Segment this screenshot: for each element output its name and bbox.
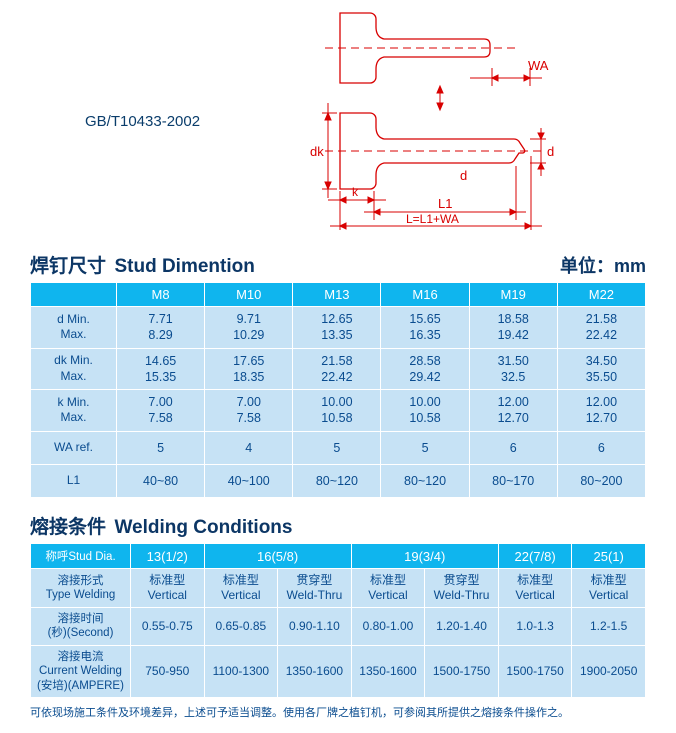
t2-cell: 贯穿型Weld-Thru bbox=[278, 569, 352, 608]
t2-cell: 1100-1300 bbox=[204, 645, 278, 697]
label-d-right: d bbox=[547, 144, 554, 159]
t2-cell: 标准型Vertical bbox=[204, 569, 278, 608]
t1-cell: 40~100 bbox=[205, 464, 293, 497]
t1-cell: 80~120 bbox=[293, 464, 381, 497]
t1-header-cell: M19 bbox=[469, 283, 557, 307]
t2-cell: 标准型Vertical bbox=[572, 569, 646, 608]
t1-cell: 12.0012.70 bbox=[557, 390, 645, 432]
t1-cell: 7.007.58 bbox=[117, 390, 205, 432]
label-dk: dk bbox=[310, 144, 324, 159]
t1-cell: 31.5032.5 bbox=[469, 348, 557, 390]
label-k: k bbox=[352, 185, 359, 199]
t1-header-cell: M10 bbox=[205, 283, 293, 307]
t1-cell: 28.5829.42 bbox=[381, 348, 469, 390]
t2-cell: 1.0-1.3 bbox=[498, 608, 572, 646]
t1-cell: 9.7110.29 bbox=[205, 307, 293, 349]
t1-cell: 15.6516.35 bbox=[381, 307, 469, 349]
t1-header-cell: M8 bbox=[117, 283, 205, 307]
welding-conditions-table: 称呼Stud Dia.13(1/2)16(5/8)19(3/4)22(7/8)2… bbox=[30, 543, 646, 698]
label-l1: L1 bbox=[438, 196, 452, 211]
t1-header-cell bbox=[31, 283, 117, 307]
t1-cell: 7.718.29 bbox=[117, 307, 205, 349]
t1-row-label: d Min.Max. bbox=[31, 307, 117, 349]
t2-header-label: 称呼Stud Dia. bbox=[31, 544, 131, 569]
t2-row-label: 溶接电流Current Welding(安培)(AMPERE) bbox=[31, 645, 131, 697]
t2-cell: 标准型Vertical bbox=[498, 569, 572, 608]
t1-cell: 80~200 bbox=[557, 464, 645, 497]
t1-cell: 6 bbox=[557, 431, 645, 464]
t1-cell: 17.6518.35 bbox=[205, 348, 293, 390]
t2-cell: 1900-2050 bbox=[572, 645, 646, 697]
t1-row-label: dk Min.Max. bbox=[31, 348, 117, 390]
t2-cell: 0.55-0.75 bbox=[131, 608, 205, 646]
t1-cell: 12.0012.70 bbox=[469, 390, 557, 432]
t2-cell: 1500-1750 bbox=[498, 645, 572, 697]
t2-cell: 贯穿型Weld-Thru bbox=[425, 569, 499, 608]
t1-row-label: L1 bbox=[31, 464, 117, 497]
stud-dimension-table: M8M10M13M16M19M22 d Min.Max.7.718.299.711… bbox=[30, 282, 646, 498]
label-wa: WA bbox=[528, 58, 549, 73]
t2-row-label: 溶接形式Type Welding bbox=[31, 569, 131, 608]
t1-cell: 80~120 bbox=[381, 464, 469, 497]
t2-cell: 标准型Vertical bbox=[131, 569, 205, 608]
t2-row-label: 溶接时间(秒)(Second) bbox=[31, 608, 131, 646]
t1-cell: 12.6513.35 bbox=[293, 307, 381, 349]
t1-cell: 21.5822.42 bbox=[557, 307, 645, 349]
t2-cell: 750-950 bbox=[131, 645, 205, 697]
t2-header-cell: 13(1/2) bbox=[131, 544, 205, 569]
t2-cell: 0.90-1.10 bbox=[278, 608, 352, 646]
label-d: d bbox=[460, 168, 467, 183]
t1-cell: 80~170 bbox=[469, 464, 557, 497]
t1-cell: 4 bbox=[205, 431, 293, 464]
t1-header-cell: M13 bbox=[293, 283, 381, 307]
t2-header-cell: 25(1) bbox=[572, 544, 646, 569]
t2-header-cell: 19(3/4) bbox=[351, 544, 498, 569]
spec-code: GB/T10433-2002 bbox=[30, 8, 310, 233]
t1-header-cell: M16 bbox=[381, 283, 469, 307]
s1-unit: 单位：mm bbox=[560, 252, 646, 278]
t1-cell: 10.0010.58 bbox=[293, 390, 381, 432]
footnote: 可依现场施工条件及环境差异，上述可予适当调整。使用各厂牌之植钉机，可参阅其所提供… bbox=[30, 706, 646, 721]
t2-cell: 1500-1750 bbox=[425, 645, 499, 697]
t1-cell: 34.5035.50 bbox=[557, 348, 645, 390]
t2-cell: 标准型Vertical bbox=[351, 569, 425, 608]
t1-header-cell: M22 bbox=[557, 283, 645, 307]
t1-cell: 6 bbox=[469, 431, 557, 464]
section1-title: 焊钉尺寸 Stud Dimention 单位：mm bbox=[30, 251, 646, 278]
t1-cell: 10.0010.58 bbox=[381, 390, 469, 432]
t2-cell: 1350-1600 bbox=[351, 645, 425, 697]
t1-cell: 5 bbox=[381, 431, 469, 464]
t1-cell: 5 bbox=[293, 431, 381, 464]
t1-cell: 18.5819.42 bbox=[469, 307, 557, 349]
t2-header-cell: 22(7/8) bbox=[498, 544, 572, 569]
t1-row-label: WA ref. bbox=[31, 431, 117, 464]
stud-diagram: WA dk bbox=[310, 8, 646, 233]
t1-row-label: k Min.Max. bbox=[31, 390, 117, 432]
label-lline: L=L1+WA bbox=[406, 212, 459, 226]
t2-cell: 0.65-0.85 bbox=[204, 608, 278, 646]
s2-title-en: Welding Conditions bbox=[114, 517, 292, 538]
t2-cell: 0.80-1.00 bbox=[351, 608, 425, 646]
section2-title: 熔接条件 Welding Conditions bbox=[30, 512, 646, 539]
s2-title-cn: 熔接条件 bbox=[30, 517, 106, 538]
t2-cell: 1.20-1.40 bbox=[425, 608, 499, 646]
t1-cell: 21.5822.42 bbox=[293, 348, 381, 390]
t2-cell: 1.2-1.5 bbox=[572, 608, 646, 646]
t1-cell: 40~80 bbox=[117, 464, 205, 497]
s1-title-cn: 焊钉尺寸 bbox=[30, 256, 106, 277]
t1-cell: 5 bbox=[117, 431, 205, 464]
t2-header-cell: 16(5/8) bbox=[204, 544, 351, 569]
t2-cell: 1350-1600 bbox=[278, 645, 352, 697]
t1-cell: 14.6515.35 bbox=[117, 348, 205, 390]
t1-cell: 7.007.58 bbox=[205, 390, 293, 432]
s1-title-en: Stud Dimention bbox=[114, 256, 254, 277]
